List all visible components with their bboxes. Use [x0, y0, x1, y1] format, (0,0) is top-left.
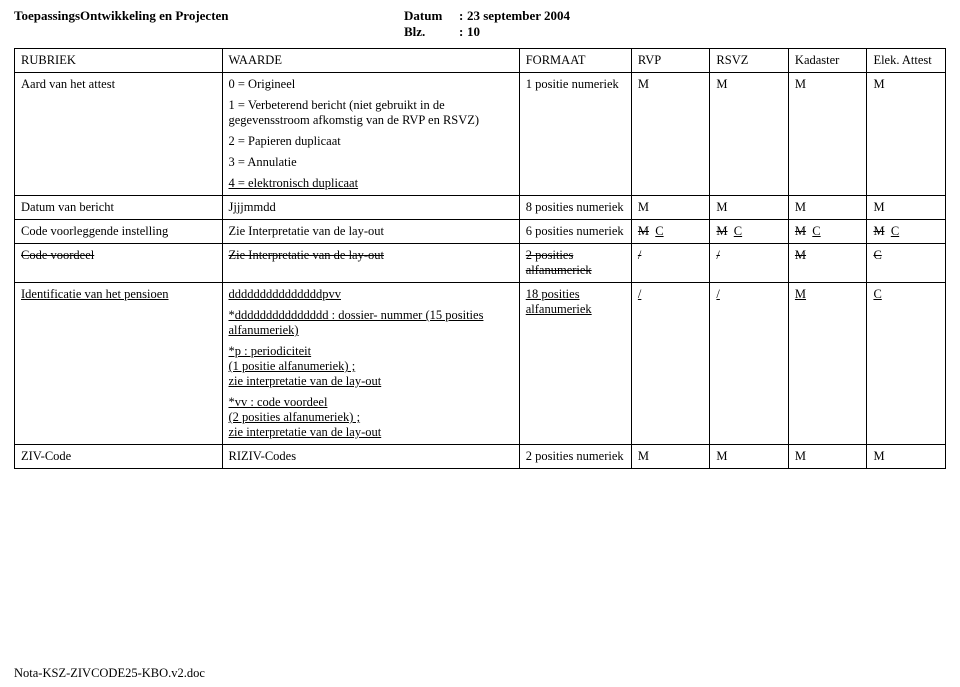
rsvz-m: M	[716, 224, 727, 238]
cell-formaat: 2 posities alfanumeriek	[519, 244, 631, 283]
cell-kadaster: M	[788, 196, 867, 220]
ident-d: *ddddddddddddddd : dossier- nummer (15 p…	[229, 308, 513, 338]
footer-filename: Nota-KSZ-ZIVCODE25-KBO.v2.doc	[14, 666, 205, 681]
cell-rvp: /	[631, 244, 710, 283]
kad-text: M	[795, 287, 806, 301]
row-ziv: ZIV-Code RIZIV-Codes 2 posities numeriek…	[15, 445, 946, 469]
rvp-text: /	[638, 287, 641, 301]
col-rubriek: RUBRIEK	[15, 49, 223, 73]
page: ToepassingsOntwikkeling en Projecten Dat…	[0, 0, 960, 687]
formaat-text: 18 posities alfanumeriek	[526, 287, 592, 316]
rsvz-text: /	[716, 248, 719, 262]
kad-m: M	[795, 224, 806, 238]
cell-kadaster: M	[788, 445, 867, 469]
cell-waarde: 0 = Origineel 1 = Verbeterend bericht (n…	[222, 73, 519, 196]
cell-rvp: M C	[631, 220, 710, 244]
ident-v: *vv : code voordeel (2 posities alfanume…	[229, 395, 513, 440]
aard-opt-1: 1 = Verbeterend bericht (niet gebruikt i…	[229, 98, 513, 128]
rvp-m: M	[638, 224, 649, 238]
cell-rubriek: ZIV-Code	[15, 445, 223, 469]
cell-formaat: 6 posities numeriek	[519, 220, 631, 244]
cell-rvp: /	[631, 283, 710, 445]
cell-elek: C	[867, 244, 946, 283]
header-meta: Datum : 23 september 2004 Blz. : 10	[404, 8, 570, 40]
elek-c: C	[891, 224, 899, 238]
data-table: RUBRIEK WAARDE FORMAAT RVP RSVZ Kadaster…	[14, 48, 946, 469]
header-title: ToepassingsOntwikkeling en Projecten	[14, 8, 404, 40]
cell-elek: M	[867, 196, 946, 220]
waarde-text: Zie Interpretatie van de lay-out	[229, 248, 384, 262]
cell-kadaster: M	[788, 73, 867, 196]
cell-formaat: 1 positie numeriek	[519, 73, 631, 196]
cell-elek: M C	[867, 220, 946, 244]
rsvz-text: /	[716, 287, 719, 301]
header-colon-2: :	[459, 24, 467, 40]
rsvz-c: C	[734, 224, 742, 238]
cell-rsvz: M C	[710, 220, 789, 244]
cell-rsvz: M	[710, 445, 789, 469]
cell-elek: M	[867, 73, 946, 196]
row-code-voordeel: Code voordeel Zie Interpretatie van de l…	[15, 244, 946, 283]
cell-rvp: M	[631, 445, 710, 469]
page-header: ToepassingsOntwikkeling en Projecten Dat…	[14, 8, 946, 40]
cell-rubriek: Datum van bericht	[15, 196, 223, 220]
cell-rubriek: Code voorleggende instelling	[15, 220, 223, 244]
header-datum-label: Datum	[404, 8, 459, 24]
cell-rubriek: Code voordeel	[15, 244, 223, 283]
aard-opt-3: 3 = Annulatie	[229, 155, 513, 170]
cell-waarde: dddddddddddddddpvv *ddddddddddddddd : do…	[222, 283, 519, 445]
rvp-text: /	[638, 248, 641, 262]
cell-elek: M	[867, 445, 946, 469]
cell-rsvz: /	[710, 283, 789, 445]
header-datum-value: 23 september 2004	[467, 8, 570, 24]
cell-formaat: 18 posities alfanumeriek	[519, 283, 631, 445]
rubriek-text: Identificatie van het pensioen	[21, 287, 169, 301]
col-kadaster: Kadaster	[788, 49, 867, 73]
header-blz-label: Blz.	[404, 24, 459, 40]
elek-text: C	[873, 248, 881, 262]
formaat-text: 2 posities alfanumeriek	[526, 248, 592, 277]
cell-rubriek: Aard van het attest	[15, 73, 223, 196]
cell-waarde: Zie Interpretatie van de lay-out	[222, 244, 519, 283]
col-rvp: RVP	[631, 49, 710, 73]
kad-text: M	[795, 248, 806, 262]
cell-formaat: 8 posities numeriek	[519, 196, 631, 220]
cell-rsvz: M	[710, 73, 789, 196]
row-datum: Datum van bericht Jjjjmmdd 8 posities nu…	[15, 196, 946, 220]
col-formaat: FORMAAT	[519, 49, 631, 73]
header-blz-value: 10	[467, 24, 480, 40]
aard-opt-2: 2 = Papieren duplicaat	[229, 134, 513, 149]
cell-elek: C	[867, 283, 946, 445]
kad-c: C	[812, 224, 820, 238]
elek-text: C	[873, 287, 881, 301]
ident-main: dddddddddddddddpvv	[229, 287, 513, 302]
col-elek: Elek. Attest	[867, 49, 946, 73]
row-identificatie: Identificatie van het pensioen ddddddddd…	[15, 283, 946, 445]
cell-rvp: M	[631, 73, 710, 196]
cell-kadaster: M	[788, 244, 867, 283]
cell-rvp: M	[631, 196, 710, 220]
cell-waarde: Zie Interpretatie van de lay-out	[222, 220, 519, 244]
cell-kadaster: M C	[788, 220, 867, 244]
cell-rsvz: /	[710, 244, 789, 283]
cell-rubriek: Identificatie van het pensioen	[15, 283, 223, 445]
cell-waarde: RIZIV-Codes	[222, 445, 519, 469]
aard-opt-4: 4 = elektronisch duplicaat	[229, 176, 513, 191]
cell-rsvz: M	[710, 196, 789, 220]
table-header-row: RUBRIEK WAARDE FORMAAT RVP RSVZ Kadaster…	[15, 49, 946, 73]
col-waarde: WAARDE	[222, 49, 519, 73]
rubriek-text: Code voordeel	[21, 248, 94, 262]
cell-formaat: 2 posities numeriek	[519, 445, 631, 469]
cell-kadaster: M	[788, 283, 867, 445]
elek-m: M	[873, 224, 884, 238]
header-colon-1: :	[459, 8, 467, 24]
row-aard: Aard van het attest 0 = Origineel 1 = Ve…	[15, 73, 946, 196]
row-code-voorleggende: Code voorleggende instelling Zie Interpr…	[15, 220, 946, 244]
rvp-c: C	[655, 224, 663, 238]
aard-opt-0: 0 = Origineel	[229, 77, 513, 92]
col-rsvz: RSVZ	[710, 49, 789, 73]
cell-waarde: Jjjjmmdd	[222, 196, 519, 220]
ident-p: *p : periodiciteit (1 positie alfanumeri…	[229, 344, 513, 389]
